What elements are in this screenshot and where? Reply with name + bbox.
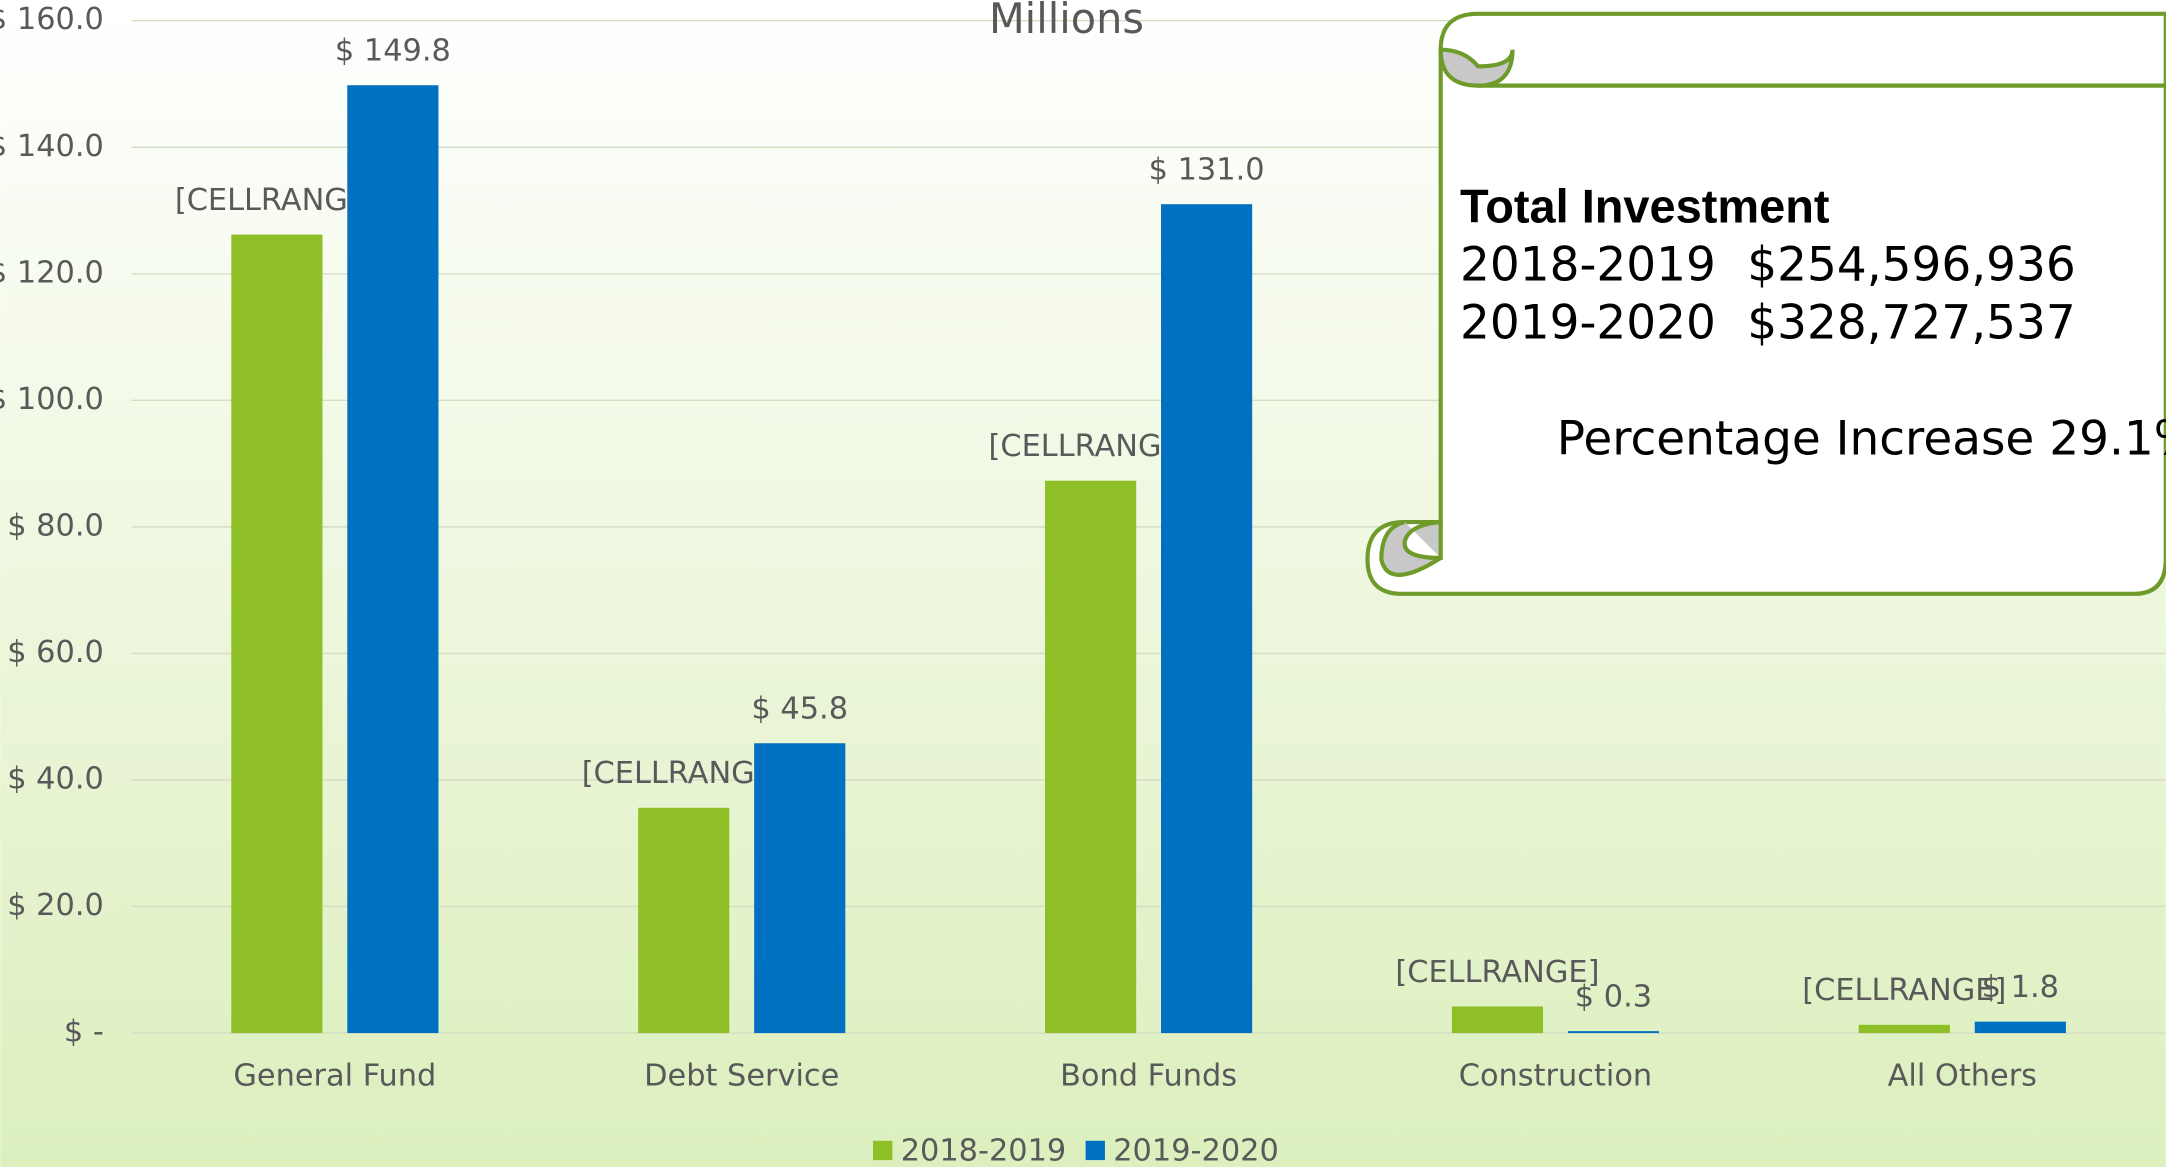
annotation-amount: $254,596,936 xyxy=(1747,237,2075,292)
y-tick-label: $ 140.0 xyxy=(0,129,104,164)
data-label: [CELLRANGE] xyxy=(1395,955,1599,990)
annotation-scroll: Total Investment 2018-2019 $254,596,936 … xyxy=(1367,14,2166,594)
legend-label: 2018-2019 xyxy=(901,1133,1067,1167)
y-tick-label: $ 20.0 xyxy=(7,888,104,923)
y-tick-label: $ 40.0 xyxy=(7,761,104,796)
data-label: $ 45.8 xyxy=(751,692,848,727)
chart: $ - $ 20.0 $ 40.0 $ 60.0 $ 80.0 $ 100.0 $ 120.… xyxy=(0,0,2166,1167)
data-label: $ 1.8 xyxy=(1982,970,2059,1005)
x-tick-label: All Others xyxy=(1888,1059,2037,1094)
annotation-year: 2018-2019 xyxy=(1460,237,1716,292)
annotation-amount: $328,727,537 xyxy=(1747,295,2075,350)
bar xyxy=(638,808,729,1033)
legend-swatch xyxy=(1086,1141,1105,1160)
bar xyxy=(1161,204,1252,1033)
y-tick-label: $ 80.0 xyxy=(7,508,104,543)
y-tick-label: $ 100.0 xyxy=(0,382,104,417)
legend-label: 2019-2020 xyxy=(1113,1133,1279,1167)
data-label: $ 0.3 xyxy=(1575,979,1652,1014)
y-tick-label: $ 60.0 xyxy=(7,635,104,670)
data-label: $ 149.8 xyxy=(335,34,451,69)
legend-swatch xyxy=(873,1141,892,1160)
data-label: $ 131.0 xyxy=(1149,153,1265,188)
bar xyxy=(231,235,322,1033)
bar xyxy=(1045,481,1136,1033)
annotation-year: 2019-2020 xyxy=(1460,295,1716,350)
bar xyxy=(1975,1022,2066,1033)
bar xyxy=(1859,1025,1950,1033)
bar xyxy=(1452,1006,1543,1033)
x-tick-label: Bond Funds xyxy=(1060,1059,1237,1094)
chart-title: Millions xyxy=(989,0,1144,43)
x-tick-label: General Fund xyxy=(233,1059,436,1094)
annotation-note: Percentage Increase 29.1% xyxy=(1557,411,2166,466)
bar xyxy=(347,85,438,1033)
x-tick-label: Debt Service xyxy=(644,1059,839,1094)
x-tick-label: Construction xyxy=(1459,1059,1652,1094)
y-tick-label: $ 120.0 xyxy=(0,255,104,290)
annotation-heading: Total Investment xyxy=(1460,179,1830,232)
bar xyxy=(1568,1031,1659,1033)
data-label: [CELLRANGE] xyxy=(1802,973,2006,1008)
y-tick-label: $ - xyxy=(64,1015,104,1050)
y-tick-label: $ 160.0 xyxy=(0,2,104,37)
bar xyxy=(754,743,845,1033)
page: $ - $ 20.0 $ 40.0 $ 60.0 $ 80.0 $ 100.0 $ 120.… xyxy=(0,0,2166,1167)
